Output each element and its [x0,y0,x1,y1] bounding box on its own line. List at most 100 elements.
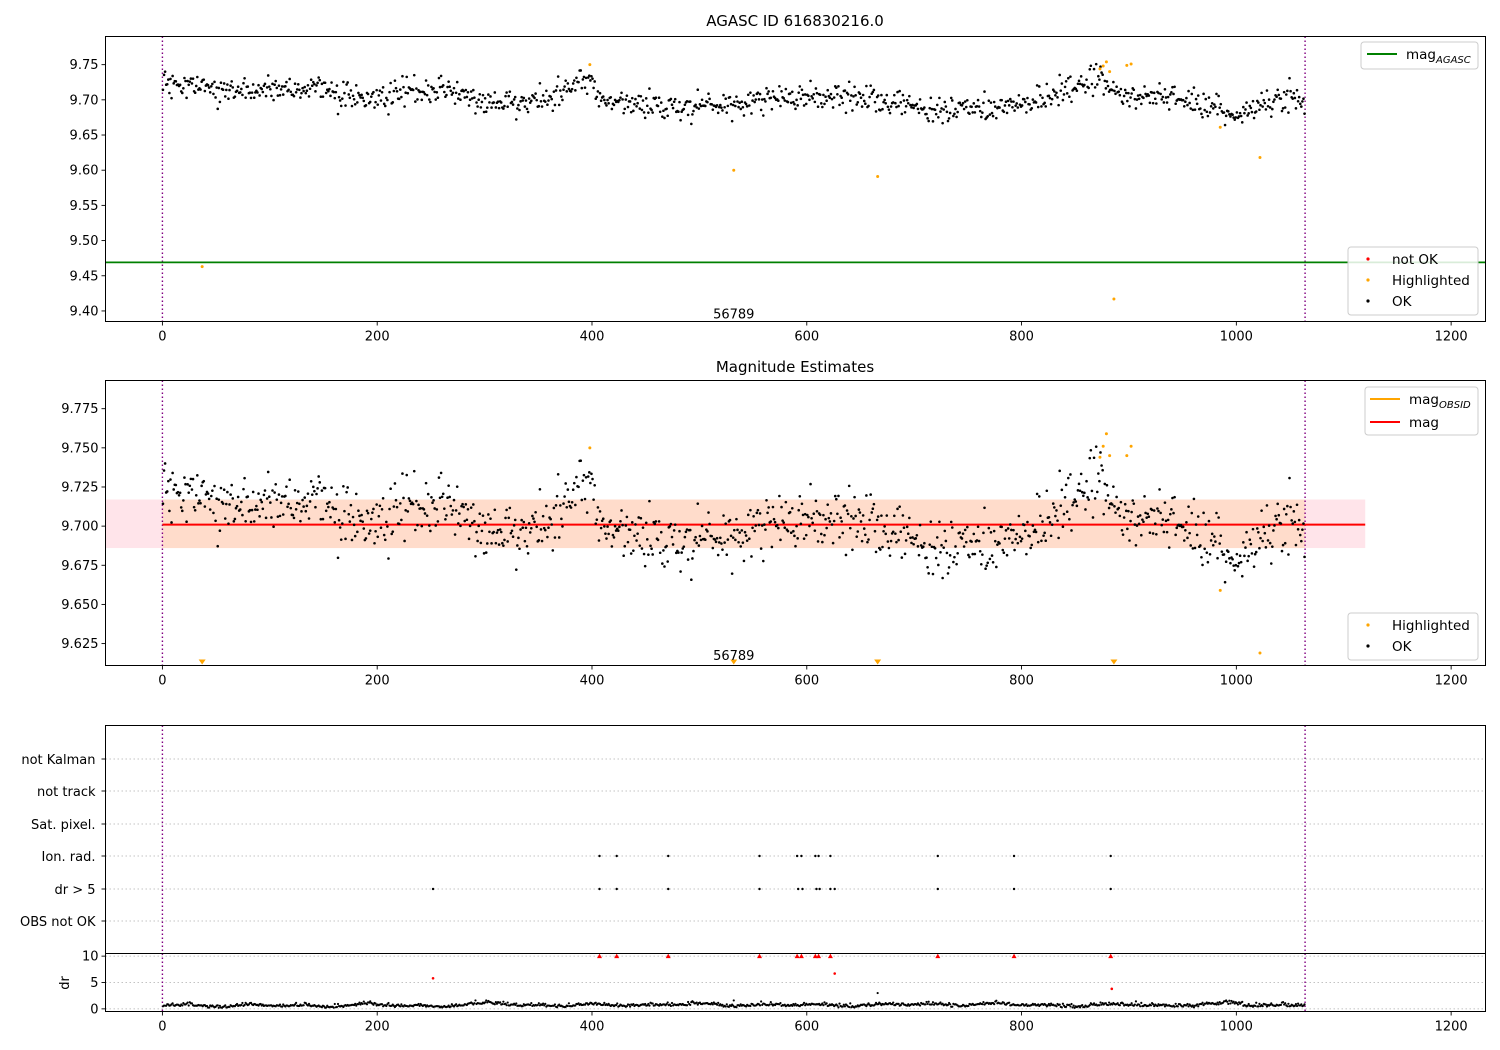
agasc-ytick-label: 9.60 [70,164,99,179]
ok-point [1006,527,1010,530]
ok-point [1216,112,1219,116]
ok-point [1269,115,1273,118]
ok-point [884,532,888,536]
ok-point [1200,555,1203,559]
ok-point [211,82,214,86]
ok-point [348,520,352,523]
estimates-ytick-label: 9.675 [61,559,98,574]
ok-point [193,91,197,95]
ok-point [260,87,264,91]
ok-point [970,540,973,543]
dr-point [876,991,879,995]
ok-point [494,106,498,109]
ok-point [332,507,336,511]
ok-point [388,507,391,511]
ok-point [647,111,650,114]
ok-point [330,81,333,84]
ok-point [513,518,517,522]
ok-point [673,97,677,101]
dr-point [544,1002,547,1005]
ok-point [800,502,804,506]
ok-point [488,101,491,104]
dr-point [455,1003,458,1006]
ok-point [230,80,233,83]
dr-point [423,1004,427,1007]
ok-point [832,96,836,99]
ok-point [788,92,792,95]
ok-point [343,91,346,95]
ok-point [162,469,166,472]
ok-point [312,80,315,84]
ok-point [713,538,717,541]
ok-point [436,96,440,100]
ok-point [366,92,370,96]
dr-point [918,1004,922,1007]
ok-point [254,508,257,511]
ok-point [962,545,966,548]
ok-point [324,509,328,513]
ok-point [274,79,278,83]
ok-point [657,96,661,99]
ok-point [596,90,600,93]
ok-point [189,77,193,80]
ok-point [1119,500,1123,504]
ok-point [864,102,867,106]
ok-point [789,531,793,535]
ok-point [634,523,637,526]
ok-point [982,531,985,535]
ok-point [1022,97,1026,101]
ok-point [725,111,729,114]
ok-point [203,89,207,93]
ok-point [749,91,752,94]
dr-point [1133,1003,1136,1006]
ok-point [1098,78,1101,81]
ok-point [256,91,259,94]
dr-point [665,1002,668,1006]
ok-point [321,95,325,98]
ok-point [1279,522,1283,525]
ok-point [1061,98,1065,102]
ok-point [692,109,695,113]
ok-point [739,545,743,548]
ok-point [464,88,468,92]
ok-point [929,96,933,100]
ok-point [918,98,922,101]
ok-point [1294,543,1298,547]
ok-point [1167,546,1171,549]
dr-capped-marker [935,953,941,959]
ok-point [1111,503,1114,506]
ok-point [1107,506,1111,510]
ok-point [1185,520,1188,524]
ok-point [278,93,282,97]
dr-point [779,1001,782,1005]
ok-point [1001,548,1005,552]
ok-point [815,91,819,95]
ok-point [574,89,577,92]
ok-point [575,76,578,80]
ok-point [1248,104,1252,108]
ok-point [490,106,493,109]
ok-point [249,520,253,524]
ok-point [750,555,753,558]
dr-point [536,1003,539,1007]
ok-point [532,517,535,520]
ok-point [1128,539,1131,542]
ok-point [668,525,672,528]
ok-point [570,87,574,91]
estimates-ytick-label: 9.700 [61,520,98,535]
ok-point [992,100,996,104]
ok-point [848,526,852,530]
ok-point [1229,115,1232,118]
ok-point [215,497,218,501]
ok-point [636,532,639,535]
ok-point [824,517,827,521]
ok-point [677,551,680,554]
dr-point [717,1001,720,1004]
ok-point [852,517,855,520]
ok-point [831,106,835,109]
ok-point [1202,511,1205,515]
dr-point [1229,1002,1232,1005]
ok-point [207,497,211,501]
ok-point [904,104,908,108]
